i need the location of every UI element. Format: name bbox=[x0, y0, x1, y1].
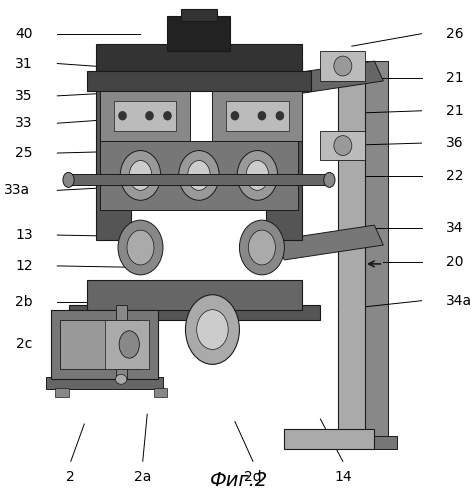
Polygon shape bbox=[275, 225, 383, 260]
Bar bbox=[100, 140, 297, 210]
Text: 22: 22 bbox=[446, 170, 463, 183]
Ellipse shape bbox=[239, 220, 284, 275]
Ellipse shape bbox=[333, 56, 351, 76]
Ellipse shape bbox=[115, 374, 127, 384]
Bar bbox=[50, 310, 158, 380]
Text: 33a: 33a bbox=[4, 184, 30, 198]
Text: 34a: 34a bbox=[446, 294, 471, 308]
Text: 21: 21 bbox=[446, 104, 463, 118]
Circle shape bbox=[119, 112, 126, 120]
Bar bbox=[69, 174, 328, 186]
Bar bbox=[113, 101, 176, 130]
Ellipse shape bbox=[248, 230, 275, 265]
Text: 12: 12 bbox=[15, 259, 32, 273]
Ellipse shape bbox=[178, 150, 219, 200]
Text: 2c: 2c bbox=[16, 338, 32, 351]
Text: 31: 31 bbox=[15, 56, 32, 70]
Text: 35: 35 bbox=[15, 89, 32, 103]
Text: 34: 34 bbox=[446, 220, 463, 234]
Bar bbox=[167, 16, 230, 51]
Bar bbox=[365, 61, 387, 439]
Text: 13: 13 bbox=[15, 228, 32, 242]
Text: 36: 36 bbox=[446, 136, 463, 150]
Ellipse shape bbox=[185, 294, 239, 364]
Bar bbox=[104, 320, 149, 370]
Ellipse shape bbox=[196, 310, 228, 350]
Text: 21: 21 bbox=[446, 72, 463, 86]
Circle shape bbox=[231, 112, 238, 120]
Ellipse shape bbox=[129, 160, 151, 190]
Bar bbox=[55, 388, 69, 396]
Ellipse shape bbox=[237, 150, 277, 200]
Circle shape bbox=[146, 112, 153, 120]
Bar bbox=[60, 320, 140, 370]
Bar bbox=[180, 9, 217, 22]
Bar bbox=[100, 91, 189, 140]
Bar bbox=[284, 429, 374, 449]
Ellipse shape bbox=[323, 172, 334, 188]
Ellipse shape bbox=[188, 160, 210, 190]
Bar bbox=[212, 91, 302, 140]
Bar bbox=[320, 51, 365, 81]
Bar bbox=[69, 304, 320, 320]
Text: 26: 26 bbox=[446, 26, 463, 40]
Text: 2d: 2d bbox=[244, 470, 261, 484]
Text: 2: 2 bbox=[66, 470, 75, 484]
Bar bbox=[337, 81, 365, 439]
Circle shape bbox=[164, 112, 171, 120]
Text: Фиг.2: Фиг.2 bbox=[210, 470, 268, 490]
Bar bbox=[86, 280, 302, 310]
Text: 20: 20 bbox=[446, 256, 463, 270]
Text: 14: 14 bbox=[333, 470, 351, 484]
Bar bbox=[266, 61, 302, 240]
Ellipse shape bbox=[127, 230, 154, 265]
Bar bbox=[46, 377, 163, 389]
Ellipse shape bbox=[63, 172, 74, 188]
Ellipse shape bbox=[119, 331, 139, 358]
Text: 40: 40 bbox=[15, 26, 32, 40]
Circle shape bbox=[258, 112, 265, 120]
Bar bbox=[154, 388, 167, 396]
Polygon shape bbox=[275, 61, 383, 96]
Ellipse shape bbox=[246, 160, 268, 190]
Bar bbox=[226, 101, 288, 130]
Bar bbox=[86, 71, 311, 91]
Ellipse shape bbox=[333, 136, 351, 156]
Ellipse shape bbox=[120, 150, 160, 200]
Ellipse shape bbox=[118, 220, 163, 275]
Bar bbox=[95, 44, 302, 71]
Text: 2a: 2a bbox=[134, 470, 151, 484]
Bar bbox=[116, 304, 127, 380]
Circle shape bbox=[276, 112, 283, 120]
Bar bbox=[95, 61, 131, 240]
Text: 33: 33 bbox=[15, 116, 32, 130]
Text: 2b: 2b bbox=[15, 295, 32, 309]
Bar bbox=[320, 130, 365, 160]
Bar bbox=[356, 436, 396, 449]
Text: 25: 25 bbox=[15, 146, 32, 160]
